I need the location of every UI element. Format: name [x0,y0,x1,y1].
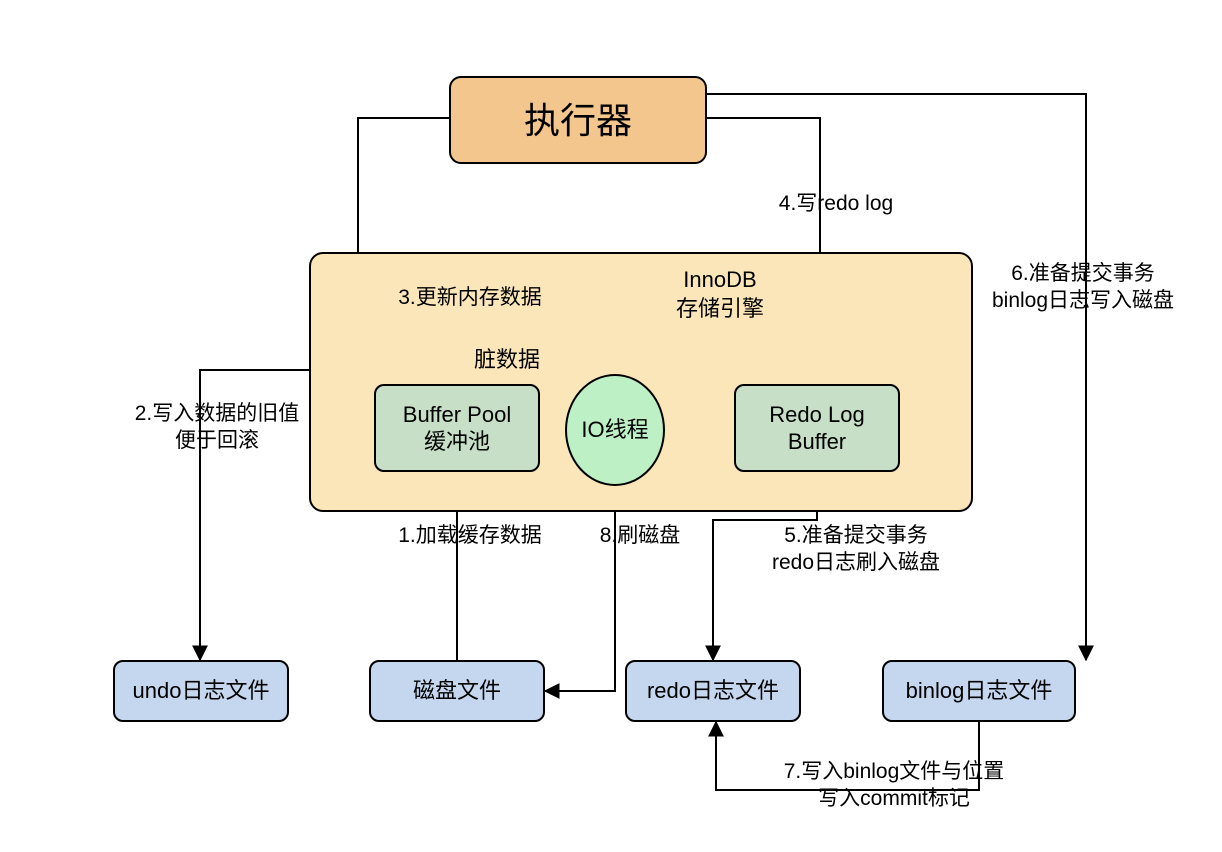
binlog-file-node: binlog日志文件 [882,660,1076,722]
step4-label: 4.写redo log [746,190,926,217]
disk-file-node: 磁盘文件 [369,660,545,722]
step5-label: 5.准备提交事务 redo日志刷入磁盘 [736,522,976,577]
step6-label: 6.准备提交事务 binlog日志写入磁盘 [958,260,1208,315]
executor-label: 执行器 [524,98,632,143]
step1-label: 1.加载缓存数据 [370,522,570,549]
undo-log-file-label: undo日志文件 [133,677,270,705]
innodb-title-label: InnoDB 存储引擎 [620,266,820,323]
executor-node: 执行器 [449,76,707,164]
step7-label: 7.写入binlog文件与位置 写入commit标记 [744,758,1044,813]
redo-log-buffer-node: Redo Log Buffer [734,384,900,472]
buffer-pool-label: Buffer Pool 缓冲池 [403,401,511,456]
diagram-stage: 执行器 Buffer Pool 缓冲池 IO线程 Redo Log Buffer… [0,0,1222,852]
redo-log-file-label: redo日志文件 [647,677,779,705]
redo-log-file-node: redo日志文件 [625,660,801,722]
step3-label: 3.更新内存数据 [370,284,570,311]
undo-log-file-node: undo日志文件 [113,660,289,722]
disk-file-label: 磁盘文件 [413,677,501,705]
io-thread-label: IO线程 [581,416,648,444]
step8-label: 8.刷磁盘 [580,522,700,549]
edge-e8a [545,486,615,691]
step2-label: 2.写入数据的旧值 便于回滚 [112,400,322,455]
buffer-pool-node: Buffer Pool 缓冲池 [374,384,540,472]
dirty-data-label: 脏数据 [462,346,552,375]
redo-log-buffer-label: Redo Log Buffer [769,401,864,456]
binlog-file-label: binlog日志文件 [906,677,1053,705]
io-thread-node: IO线程 [565,374,665,486]
